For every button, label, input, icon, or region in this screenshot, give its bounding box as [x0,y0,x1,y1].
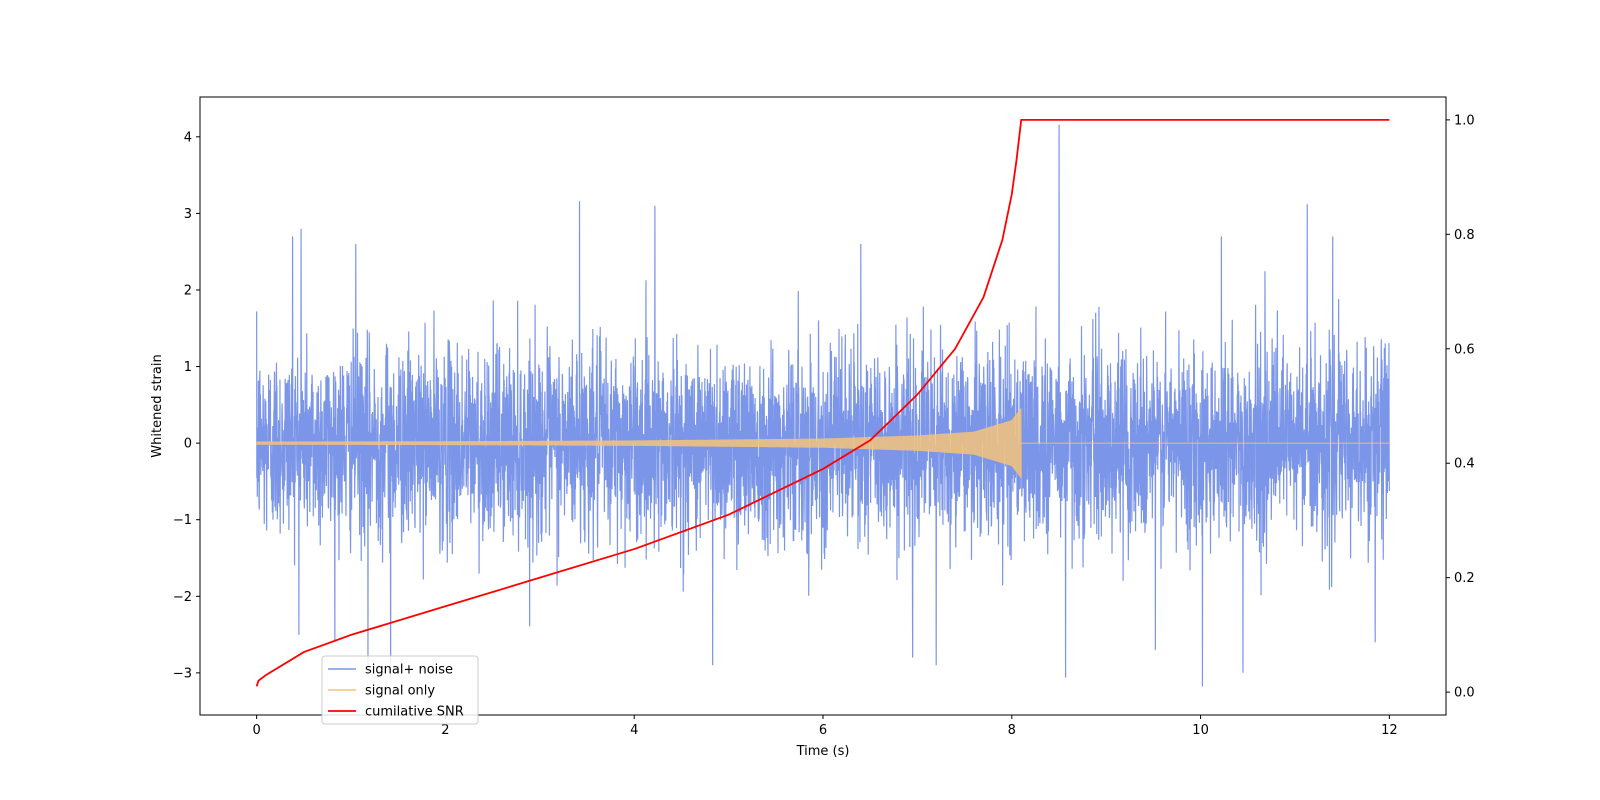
legend-label: signal+ noise [365,663,453,678]
x-axis: 0 2 4 6 8 10 12 [252,715,1398,738]
y-tick-label: 4 [184,130,192,145]
y2-tick-label: 0.8 [1454,228,1475,243]
plot-area [255,118,1390,687]
legend-box [321,655,479,725]
y-tick-label: 0 [184,437,192,452]
y-tick-label: 1 [184,360,192,375]
x-tick-label: 10 [1192,723,1209,738]
x-tick-label: 0 [252,723,260,738]
y2-tick-label: 0.0 [1454,686,1475,701]
series-signal-only [256,408,1390,479]
y-axis-label: Whitened strain [150,354,165,457]
x-tick-label: 12 [1381,723,1398,738]
y2-tick-label: 0.6 [1454,342,1475,357]
y-tick-label: 3 [184,207,192,222]
legend-label: signal only [365,684,435,699]
legend: signal+ noise signal only cumilative SNR [321,655,479,725]
x-axis-label: Time (s) [796,744,850,759]
legend-label: cumilative SNR [365,705,464,720]
y-tick-label: −3 [173,666,192,681]
x-tick-label: 4 [630,723,638,738]
right-y-axis: 0.0 0.2 0.4 0.6 0.8 1.0 [1446,113,1475,701]
x-tick-label: 8 [1008,723,1016,738]
y2-tick-label: 0.4 [1454,457,1475,472]
x-tick-label: 6 [819,723,827,738]
y-tick-label: −1 [173,513,192,528]
left-y-axis: −3 −2 −1 0 1 2 3 4 [173,130,200,681]
series-signal-plus-noise [256,124,1390,687]
plot-frame [199,96,1447,716]
y2-tick-label: 0.2 [1454,571,1475,586]
y-tick-label: −2 [173,590,192,605]
y2-tick-label: 1.0 [1454,113,1475,128]
y-tick-label: 2 [184,283,192,298]
series-cumilative-snr [255,118,1390,687]
x-tick-label: 2 [441,723,449,738]
